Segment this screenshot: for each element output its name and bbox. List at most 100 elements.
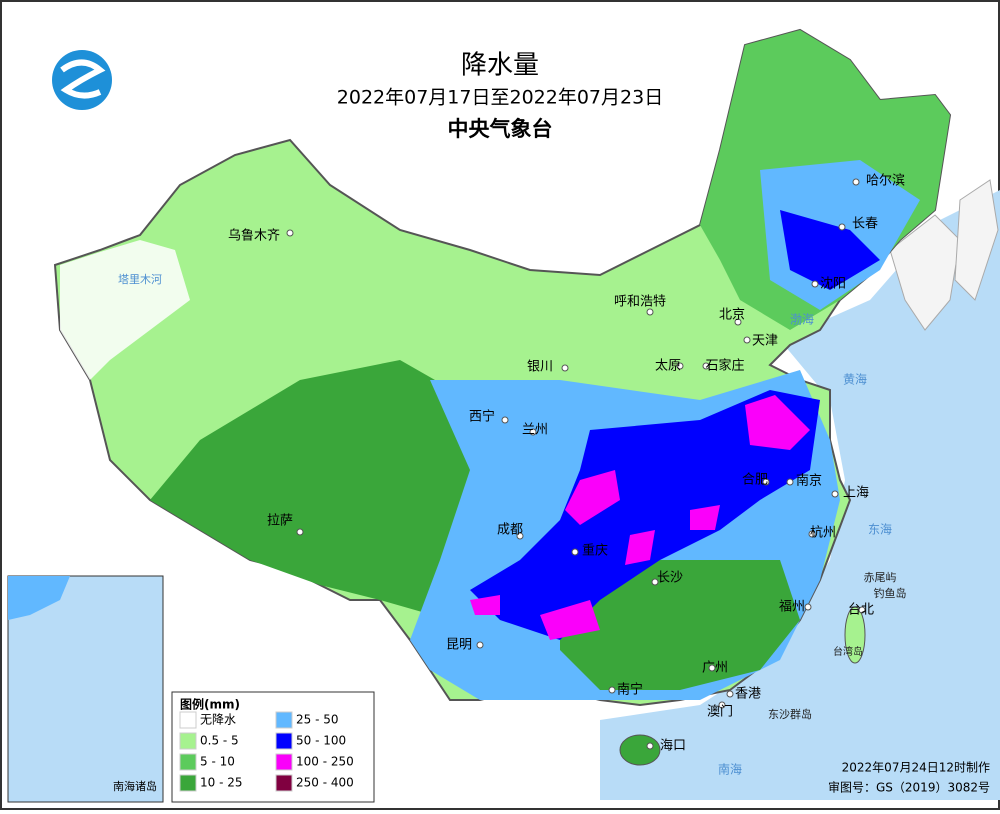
city-dot — [702, 362, 710, 370]
city-dot — [476, 641, 484, 649]
city-dot — [286, 229, 294, 237]
city-dot — [529, 428, 537, 436]
rain-zone — [560, 560, 800, 690]
place-label: 塔里木河 — [118, 273, 162, 286]
legend-label: 250 - 400 — [296, 776, 354, 790]
city-label: 长沙 — [657, 571, 683, 586]
legend-title: 图例(mm) — [180, 697, 240, 712]
legend-label: 0.5 - 5 — [200, 734, 239, 748]
sea-label: 南海 — [718, 762, 742, 777]
city-label: 呼和浩特 — [614, 295, 666, 310]
city-label: 台北 — [848, 603, 874, 618]
hainan — [619, 734, 661, 766]
legend-swatch — [179, 774, 197, 792]
agency: 中央气象台 — [448, 117, 553, 141]
legend-label: 5 - 10 — [200, 755, 235, 769]
city-dot — [831, 490, 839, 498]
city-label: 兰州 — [522, 423, 548, 438]
city-label: 上海 — [843, 486, 869, 501]
taiwan — [844, 606, 866, 664]
legend-swatch — [275, 774, 293, 792]
legend-label: 无降水 — [200, 713, 236, 727]
city-label: 天津 — [752, 334, 778, 349]
city-dot — [804, 603, 812, 611]
city-label: 昆明 — [446, 638, 472, 653]
legend: 图例(mm) 无降水 0.5 - 5 5 - 10 10 - 25 25 - 50 50 … — [171, 691, 375, 803]
city-dot — [676, 362, 684, 370]
sea-label: 东海 — [868, 522, 892, 537]
city-dot — [516, 532, 524, 540]
city-label: 福州 — [779, 600, 805, 615]
city-label: 拉萨 — [267, 514, 293, 529]
rain-zone — [470, 395, 810, 640]
city-label: 石家庄 — [705, 358, 744, 374]
rain-zone — [780, 210, 880, 290]
footer-made: 2022年07月24日12时制作 — [842, 761, 990, 775]
city-dot — [608, 686, 616, 694]
sea-label: 黄海 — [843, 372, 867, 387]
city-label: 广州 — [702, 661, 728, 676]
city-dot — [838, 223, 846, 231]
sea-label: 渤海 — [790, 312, 814, 327]
legend-label: 10 - 25 — [200, 776, 243, 790]
city-dot — [651, 578, 659, 586]
city-dot — [811, 280, 819, 288]
legend-swatch — [179, 753, 197, 771]
city-dot — [646, 308, 654, 316]
city-dot — [561, 364, 569, 372]
city-label: 乌鲁木齐 — [228, 228, 280, 244]
city-label: 成都 — [497, 523, 523, 538]
city-label: 重庆 — [582, 543, 608, 559]
inset-label: 南海诸岛 — [113, 779, 157, 793]
city-dot — [734, 318, 742, 326]
sea — [600, 190, 1000, 800]
place-label: 钓鱼岛 — [874, 586, 907, 600]
legend-swatch — [275, 711, 293, 729]
period: 2022年07月17日至2022年07月23日 — [337, 87, 663, 109]
city-dot — [718, 701, 726, 709]
legend-swatch — [179, 732, 197, 750]
city-label: 南宁 — [617, 682, 643, 698]
place-label: 台湾岛 — [833, 645, 863, 658]
dry-area — [60, 240, 190, 380]
city-dot — [708, 664, 716, 672]
rain-zone — [470, 390, 820, 640]
city-label: 太原 — [655, 359, 681, 374]
city-dot — [762, 478, 770, 486]
place-label: 赤尾屿 — [864, 571, 897, 584]
footer-approval: 审图号：GS（2019）3082号 — [828, 780, 990, 795]
city-label: 南京 — [796, 473, 822, 489]
city-label: 银川 — [527, 360, 553, 375]
legend-swatch — [179, 711, 197, 729]
city-dot — [852, 178, 860, 186]
city-label: 海口 — [660, 739, 686, 754]
city-dot — [808, 530, 816, 538]
logo — [52, 50, 112, 110]
city-dot — [296, 528, 304, 536]
city-label: 哈尔滨 — [866, 173, 905, 189]
legend-swatch — [275, 753, 293, 771]
city-dot — [786, 478, 794, 486]
city-label: 西宁 — [469, 409, 495, 425]
city-dot — [501, 416, 509, 424]
city-label: 合肥 — [742, 473, 768, 488]
legend-swatch — [275, 732, 293, 750]
inset-land — [8, 576, 70, 620]
city-dot — [743, 336, 751, 344]
title: 降水量 — [461, 51, 539, 81]
city-label: 澳门 — [707, 704, 733, 720]
legend-label: 100 - 250 — [296, 755, 354, 769]
inset: 南海诸岛 — [7, 575, 164, 803]
city-dot — [726, 690, 734, 698]
city-label: 香港 — [735, 687, 761, 702]
japan — [954, 179, 999, 301]
inset-frame — [7, 575, 164, 803]
city-dot — [571, 548, 579, 556]
korea — [889, 214, 961, 331]
legend-label: 50 - 100 — [296, 734, 346, 748]
city-label: 杭州 — [810, 526, 836, 541]
place-label: 东沙群岛 — [768, 707, 812, 721]
city-label: 北京 — [719, 308, 745, 323]
legend-label: 25 - 50 — [296, 713, 339, 727]
